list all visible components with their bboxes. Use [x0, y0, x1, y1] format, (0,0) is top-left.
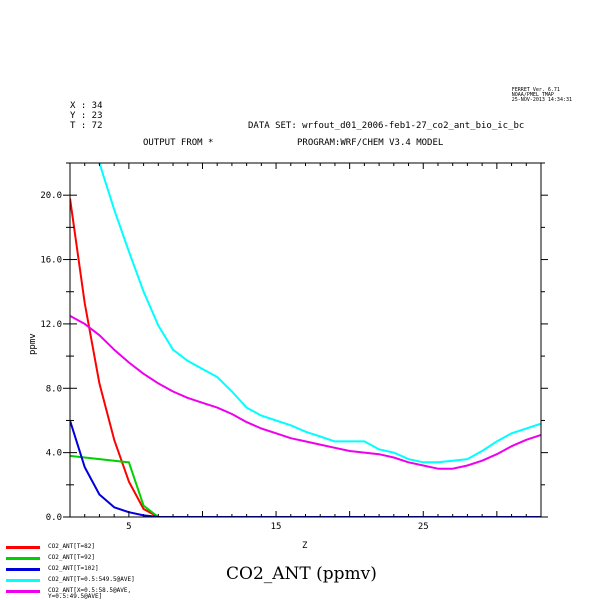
y-location-label: Y : 23	[70, 111, 103, 121]
series-line-1	[70, 454, 541, 517]
legend-swatch	[6, 546, 40, 549]
ticks-layer: 5 15 25 0.0 4.0 8.0 12.0 16.0 20.0	[40, 162, 548, 532]
series-line-3	[98, 163, 541, 464]
ferret-stamp: FERRET Ver. 6.71 NOAA/PMEL TMAP 25-NOV-2…	[512, 88, 572, 103]
y-tick-label: 16.0	[40, 256, 62, 266]
y-tick-label: 4.0	[46, 449, 62, 459]
series-layer	[70, 163, 541, 517]
series-line-4	[70, 315, 541, 470]
legend-label: CO2_ANT[T=92]	[48, 554, 95, 561]
y-tick-label: 12.0	[40, 320, 62, 330]
legend-label: CO2_ANT[T=102]	[48, 565, 99, 572]
legend-label: CO2_ANT[X=0.5:58.5@AVE,	[48, 587, 132, 594]
y-axis-label: ppmv	[28, 333, 38, 355]
x-tick-label: 25	[418, 522, 429, 532]
legend-swatch	[6, 579, 40, 582]
location-labels: X : 34 Y : 23 T : 72	[70, 101, 103, 131]
legend-label: CO2_ANT[T=82]	[48, 543, 95, 550]
chart-title: CO2_ANT (ppmv)	[226, 564, 377, 584]
legend-label-cont: Y=0.5:49.5@AVE]	[48, 593, 103, 600]
legend-swatch	[6, 590, 40, 593]
program-label: PROGRAM:WRF/CHEM V3.4 MODEL	[297, 138, 444, 148]
x-axis-label: Z	[302, 541, 308, 551]
series-line-0	[70, 198, 541, 517]
x-location-label: X : 34	[70, 101, 103, 111]
y-tick-label: 20.0	[40, 191, 62, 201]
x-tick-label: 5	[126, 522, 131, 532]
ferret-org: NOAA/PMEL TMAP	[511, 92, 554, 98]
y-tick-label: 8.0	[46, 384, 62, 394]
output-from-label: OUTPUT FROM *	[143, 138, 214, 148]
dataset-label: DATA SET: wrfout_d01_2006-feb1-27_co2_an…	[248, 121, 525, 131]
t-location-label: T : 72	[70, 121, 103, 131]
x-tick-label: 15	[271, 522, 282, 532]
ferret-version: FERRET Ver. 6.71	[511, 87, 560, 93]
series-line-2	[70, 420, 541, 517]
ferret-timestamp: 25-NOV-2013 14:34:31	[511, 97, 572, 103]
legend-label: CO2_ANT[T=0.5:549.5@AVE]	[48, 576, 135, 583]
legend-swatch	[6, 557, 40, 560]
y-tick-label: 0.0	[46, 513, 62, 523]
legend-swatch	[6, 568, 40, 571]
